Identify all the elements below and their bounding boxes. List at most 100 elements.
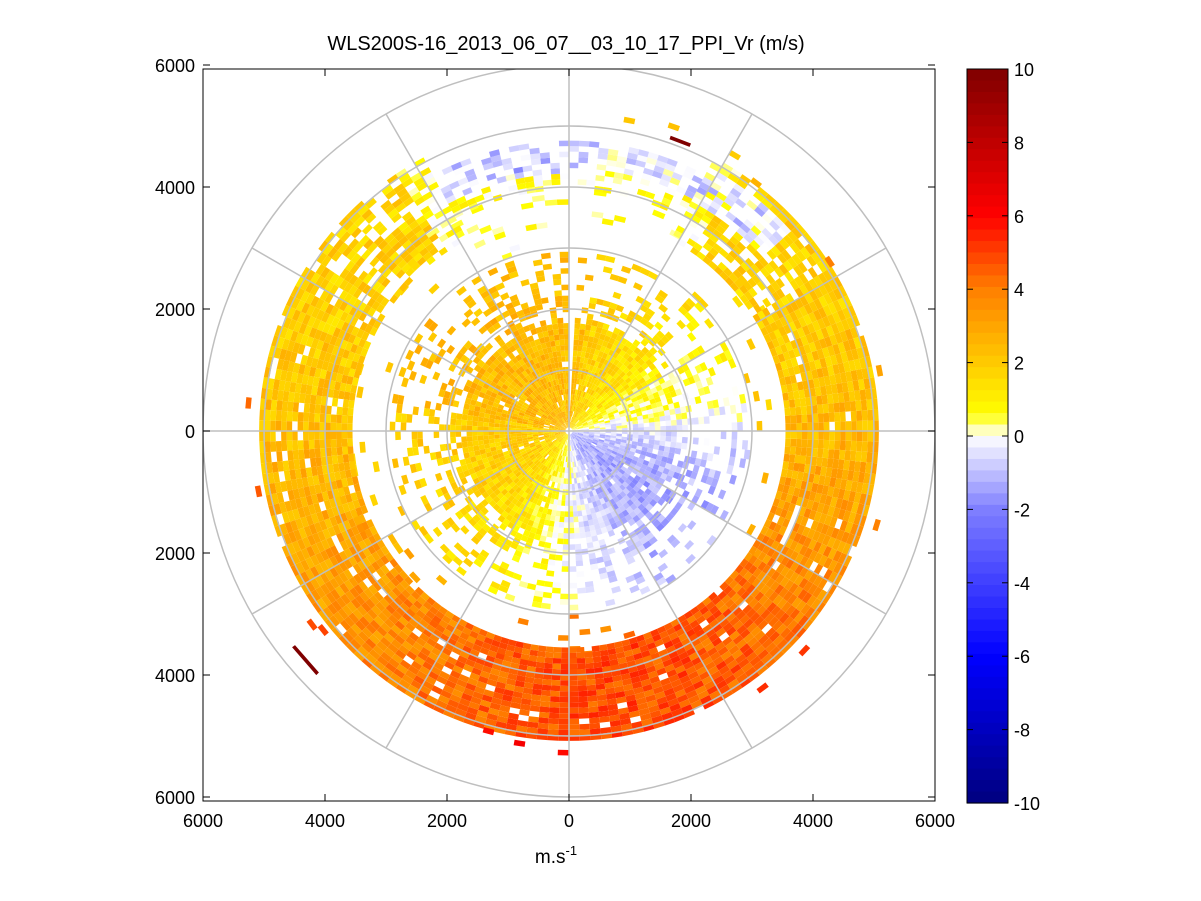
ppi-cell — [660, 382, 668, 390]
ppi-cell — [487, 527, 496, 537]
ppi-cell — [761, 197, 773, 209]
ppi-cell — [359, 441, 366, 453]
ppi-cell — [433, 210, 445, 220]
ppi-cell — [580, 504, 586, 511]
ppi-cell — [539, 378, 545, 385]
ppi-cell — [620, 418, 627, 423]
ppi-cell — [794, 398, 801, 408]
ppi-cell — [310, 457, 317, 468]
ppi-cell — [775, 553, 786, 564]
ppi-cell — [584, 651, 593, 658]
ppi-cell — [419, 632, 430, 643]
ppi-cell — [608, 337, 616, 345]
ppi-cell — [535, 388, 541, 394]
ppi-cell — [717, 261, 728, 272]
ppi-cell — [829, 516, 838, 528]
ppi-cell — [457, 655, 468, 664]
ppi-cell — [428, 409, 436, 417]
ppi-cell — [336, 446, 343, 456]
ppi-cell — [439, 444, 447, 452]
ppi-cell — [587, 701, 598, 708]
ppi-cell — [686, 184, 698, 194]
ppi-cell — [561, 406, 564, 412]
ppi-cell — [529, 415, 535, 420]
ppi-cell — [593, 361, 600, 368]
ppi-cell — [451, 614, 461, 624]
ppi-cell — [780, 223, 792, 235]
ppi-cell — [572, 389, 576, 395]
ppi-cell — [807, 422, 813, 431]
ppi-cell — [851, 502, 859, 514]
ppi-cell — [436, 214, 447, 225]
ppi-cell — [780, 468, 788, 478]
ppi-cell — [534, 404, 541, 410]
ppi-cell — [847, 470, 855, 481]
ppi-cell — [539, 563, 548, 571]
ppi-cell — [632, 420, 639, 425]
ppi-cell — [671, 425, 677, 431]
ppi-cell — [394, 564, 404, 574]
ppi-cell — [580, 410, 586, 416]
ppi-cell — [623, 630, 636, 639]
ppi-cell — [728, 602, 739, 613]
ppi-cell — [681, 704, 693, 714]
ppi-cell — [522, 418, 529, 423]
ppi-cell — [752, 390, 760, 402]
ppi-cell — [623, 494, 631, 503]
ppi-cell — [579, 440, 585, 445]
ppi-cell — [596, 414, 603, 419]
ppi-cell — [553, 465, 558, 471]
ppi-cell — [326, 536, 335, 548]
ppi-cell — [783, 234, 794, 246]
ppi-cell — [534, 338, 541, 346]
ppi-cell — [641, 446, 648, 452]
ppi-cell — [808, 609, 820, 622]
ppi-cell — [556, 384, 561, 391]
ppi-cell — [638, 467, 646, 474]
ppi-cell — [579, 408, 583, 415]
ppi-cell — [764, 238, 775, 250]
ppi-cell — [656, 401, 663, 408]
ppi-cell — [642, 683, 653, 692]
ppi-cell — [707, 485, 716, 495]
ppi-cell — [459, 507, 468, 517]
ppi-cell — [325, 431, 331, 440]
ppi-cell — [534, 381, 541, 389]
ppi-cell — [482, 727, 495, 736]
ppi-cell — [703, 467, 711, 477]
ppi-cell — [627, 518, 636, 527]
ppi-cell — [492, 377, 500, 385]
ppi-cell — [497, 465, 504, 472]
ppi-cell — [479, 407, 486, 414]
ppi-cell — [793, 487, 801, 497]
ppi-cell — [539, 535, 547, 542]
ppi-cell — [604, 422, 611, 426]
ppi-cell — [359, 616, 370, 628]
ppi-cell — [472, 425, 478, 431]
ppi-cell — [739, 174, 752, 185]
ppi-cell — [670, 538, 681, 548]
ppi-cell — [576, 435, 582, 439]
ppi-cell — [606, 698, 618, 706]
ppi-cell — [545, 420, 551, 424]
ppi-cell — [844, 401, 851, 412]
ppi-cell — [492, 503, 501, 512]
ppi-cell — [412, 446, 419, 456]
ppi-cell — [691, 637, 702, 648]
ppi-cell — [440, 689, 452, 699]
ppi-cell — [648, 439, 655, 445]
ppi-cell — [559, 483, 564, 490]
ppi-cell — [807, 266, 818, 279]
ppi-cell — [777, 499, 786, 509]
ppi-cell — [556, 465, 560, 472]
ppi-cell — [556, 436, 562, 440]
ppi-cell — [593, 422, 600, 426]
ppi-cell — [602, 462, 609, 469]
ppi-cell — [563, 527, 569, 534]
ppi-cell — [780, 295, 790, 307]
ppi-cell — [842, 307, 852, 319]
ppi-cell — [601, 401, 608, 407]
ppi-cell — [514, 680, 525, 688]
ppi-cell — [571, 405, 573, 412]
ppi-cell — [474, 531, 484, 541]
